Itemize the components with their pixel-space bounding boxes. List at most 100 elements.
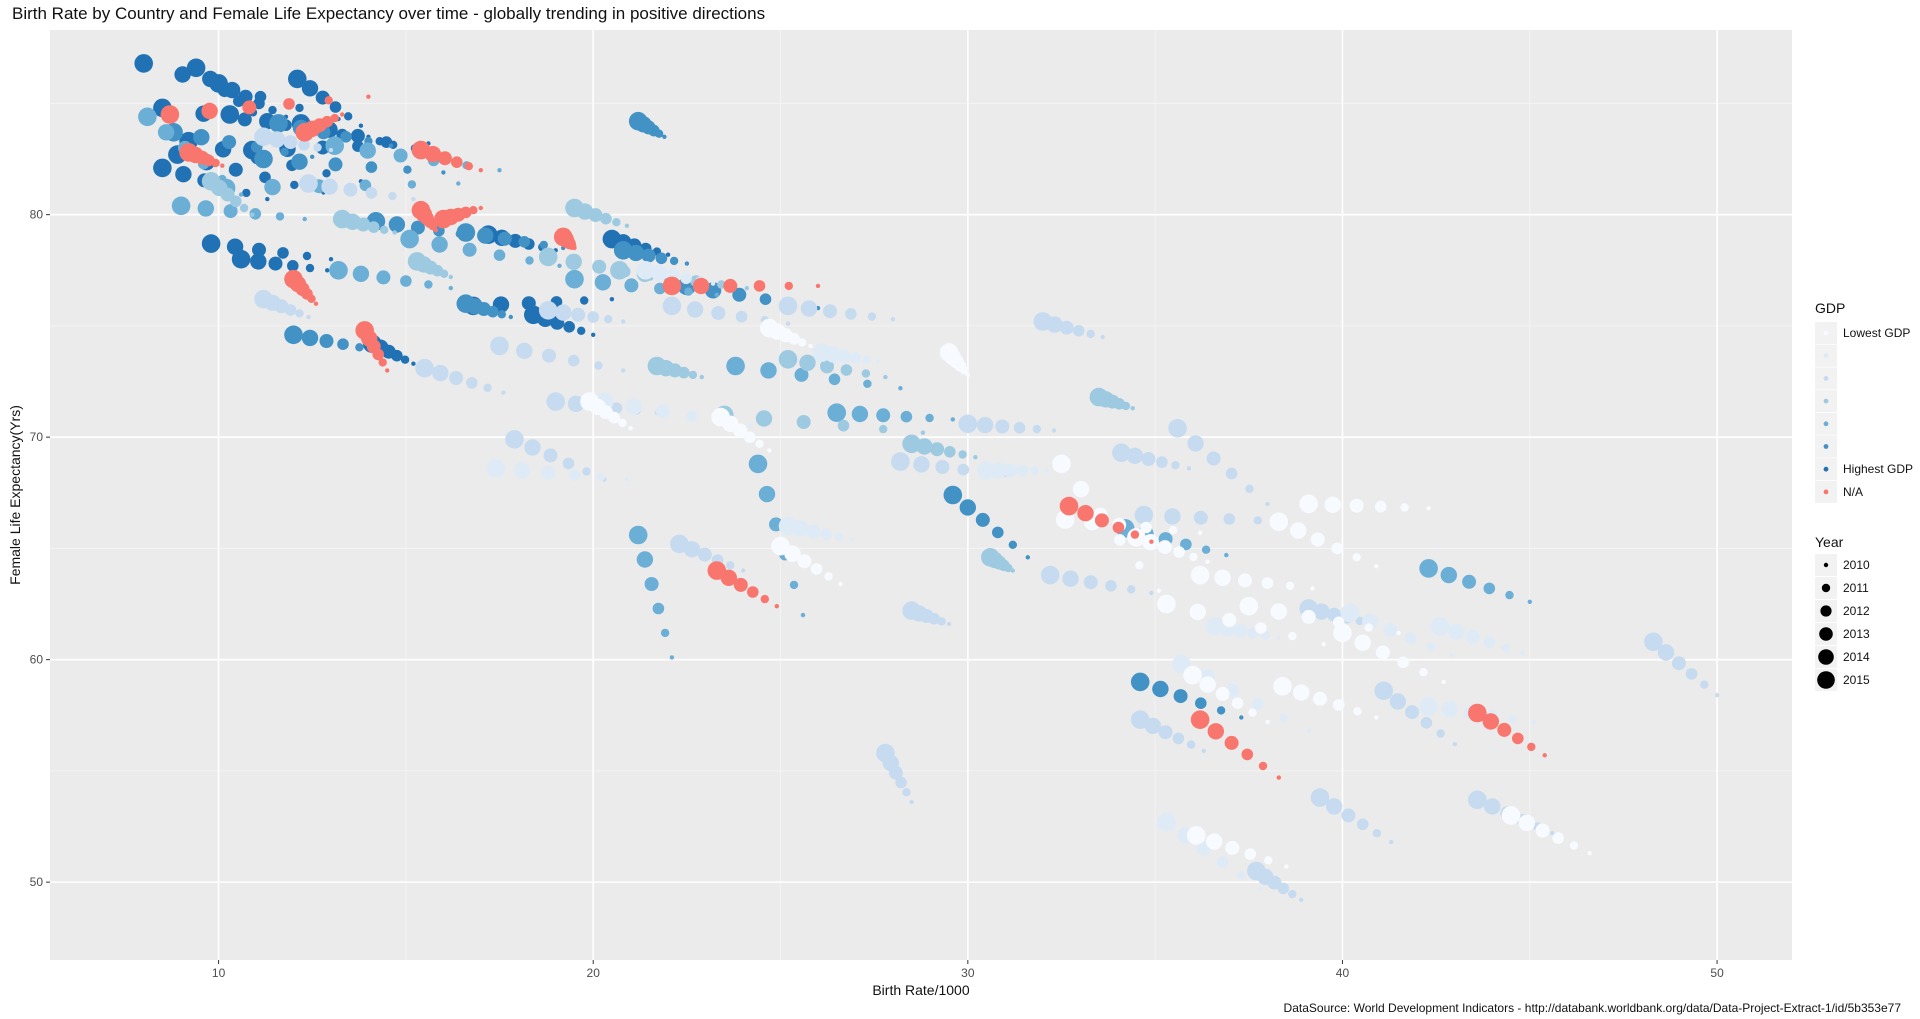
data-point xyxy=(539,240,548,250)
data-point xyxy=(1550,831,1555,836)
data-point xyxy=(456,223,476,242)
data-point xyxy=(1130,710,1150,729)
data-point xyxy=(778,296,798,316)
data-point xyxy=(977,461,996,480)
x-tick-label: 50 xyxy=(1710,966,1724,980)
data-point xyxy=(1714,693,1720,698)
data-point xyxy=(849,352,862,364)
data-point xyxy=(538,247,558,267)
data-point xyxy=(1261,577,1274,589)
data-point xyxy=(975,512,990,527)
data-point xyxy=(567,395,585,412)
data-point xyxy=(1186,466,1192,471)
data-point xyxy=(1247,861,1266,881)
data-point xyxy=(220,163,225,168)
data-point xyxy=(228,162,243,177)
data-point xyxy=(1419,559,1438,578)
data-point xyxy=(1569,841,1579,850)
legend-gdp-swatch xyxy=(1823,489,1829,495)
data-point xyxy=(827,403,846,423)
data-point xyxy=(973,455,978,460)
data-point xyxy=(1168,419,1187,438)
data-point xyxy=(594,361,603,370)
data-point xyxy=(577,326,586,335)
data-point xyxy=(1187,435,1204,452)
data-point xyxy=(1223,513,1236,525)
data-point xyxy=(305,263,315,273)
data-point xyxy=(378,358,387,367)
data-point xyxy=(774,604,779,609)
data-point xyxy=(913,456,930,473)
data-point xyxy=(1310,586,1315,591)
data-point xyxy=(1374,681,1393,701)
data-point xyxy=(497,231,512,246)
data-point xyxy=(1644,632,1663,652)
data-point xyxy=(1237,871,1246,880)
data-point xyxy=(259,171,271,184)
data-point xyxy=(652,602,665,615)
data-point xyxy=(516,342,533,359)
data-point xyxy=(1233,623,1248,638)
legend-gdp: GDP Lowest GDP Highest GDP N/A xyxy=(1815,300,1913,503)
data-point xyxy=(876,408,891,423)
grid-minor xyxy=(50,30,1792,960)
data-point xyxy=(879,424,888,434)
data-point xyxy=(1419,667,1428,677)
data-point xyxy=(815,283,821,289)
data-point xyxy=(875,359,881,364)
data-point xyxy=(1441,701,1458,718)
data-point xyxy=(1003,463,1018,478)
data-point xyxy=(797,554,812,569)
data-point xyxy=(1512,732,1524,745)
data-point xyxy=(1518,814,1536,832)
y-tick-label: 60 xyxy=(30,653,44,667)
data-point xyxy=(740,568,746,573)
data-point xyxy=(284,269,303,289)
data-point xyxy=(1062,570,1079,587)
data-point xyxy=(1086,329,1095,339)
data-point xyxy=(625,398,642,415)
data-point xyxy=(290,180,299,190)
data-point xyxy=(1016,464,1029,477)
data-point xyxy=(610,261,629,280)
data-point xyxy=(686,301,704,318)
data-point xyxy=(726,561,735,570)
legend-gdp-swatch xyxy=(1823,353,1829,359)
data-point xyxy=(981,548,1000,567)
data-point xyxy=(1501,806,1521,825)
data-point xyxy=(609,297,615,302)
data-point xyxy=(1205,559,1210,564)
data-point xyxy=(1173,689,1188,704)
data-point xyxy=(600,212,612,225)
data-points xyxy=(134,54,1720,903)
data-point xyxy=(669,256,679,266)
data-point xyxy=(565,269,584,289)
data-point xyxy=(820,359,834,374)
data-point xyxy=(1207,723,1225,740)
data-point xyxy=(340,131,352,143)
data-point xyxy=(621,368,626,373)
legend-gdp-swatch xyxy=(1823,376,1829,381)
data-point xyxy=(239,203,249,213)
data-point xyxy=(798,338,807,347)
data-point xyxy=(1197,530,1203,535)
data-point xyxy=(837,419,850,432)
data-point xyxy=(1299,494,1318,514)
data-point xyxy=(1288,889,1297,899)
data-point xyxy=(462,242,477,257)
data-point xyxy=(686,410,698,423)
data-point xyxy=(1301,609,1316,624)
data-point xyxy=(1252,698,1264,710)
data-point xyxy=(359,142,376,159)
data-point xyxy=(808,343,813,349)
data-point xyxy=(268,105,277,115)
data-point xyxy=(553,227,573,247)
data-point xyxy=(1430,617,1450,636)
data-source-caption: DataSource: World Development Indicators… xyxy=(1283,1001,1901,1015)
x-axis: 10 20 30 40 50 xyxy=(212,960,1724,980)
data-point xyxy=(1225,840,1240,855)
data-point xyxy=(778,516,798,536)
data-point xyxy=(800,300,818,317)
data-point xyxy=(883,374,888,380)
data-point xyxy=(612,218,621,227)
